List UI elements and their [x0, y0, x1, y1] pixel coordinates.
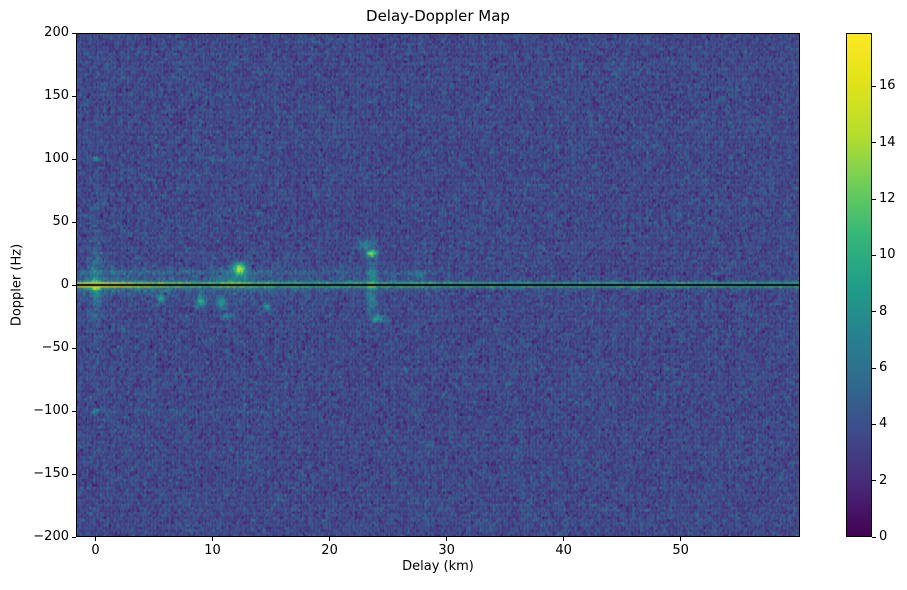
- x-tick-10-label: 10: [204, 543, 221, 558]
- y-tick--50-mark: [72, 347, 76, 349]
- x-axis-label: Delay (km): [402, 559, 474, 574]
- colorbar-tick-6-label: 6: [879, 360, 888, 376]
- x-tick-30-mark: [446, 537, 448, 541]
- colorbar-tick-2-label: 2: [879, 472, 888, 488]
- x-tick-50-mark: [680, 537, 682, 541]
- colorbar-tick-10-label: 10: [879, 247, 896, 263]
- heatmap-plot-area: [76, 33, 800, 537]
- y-tick-200-mark: [72, 32, 76, 34]
- colorbar-tick-0-mark: [872, 536, 876, 538]
- y-tick--100-mark: [72, 410, 76, 412]
- colorbar-tick-4-mark: [872, 423, 876, 425]
- y-tick-0-mark: [72, 284, 76, 286]
- y-tick-200-label: 200: [44, 25, 69, 40]
- y-tick--200-label: −200: [33, 529, 69, 544]
- x-tick-30-label: 30: [438, 543, 455, 558]
- x-tick-40-label: 40: [555, 543, 572, 558]
- colorbar-tick-6-mark: [872, 367, 876, 369]
- y-tick-100-mark: [72, 158, 76, 160]
- y-tick-50-mark: [72, 221, 76, 223]
- y-tick--150-label: −150: [33, 466, 69, 481]
- y-tick-100-label: 100: [44, 151, 69, 166]
- y-tick--50-label: −50: [41, 340, 69, 355]
- y-tick-0-label: 0: [60, 277, 69, 292]
- y-tick--100-label: −100: [33, 403, 69, 418]
- colorbar-tick-16-mark: [872, 85, 876, 87]
- x-tick-40-mark: [563, 537, 565, 541]
- colorbar-tick-12-label: 12: [879, 191, 896, 207]
- colorbar-tick-0-label: 0: [879, 529, 888, 544]
- colorbar-tick-14-mark: [872, 142, 876, 144]
- colorbar-tick-4-label: 4: [879, 416, 888, 432]
- colorbar-tick-10-mark: [872, 254, 876, 256]
- y-tick-150-label: 150: [44, 88, 69, 103]
- x-tick-10-mark: [212, 537, 214, 541]
- colorbar-tick-14-label: 14: [879, 134, 896, 150]
- colorbar-tick-16-label: 16: [879, 78, 896, 94]
- x-tick-0-mark: [95, 537, 97, 541]
- colorbar-tick-8-label: 8: [879, 303, 888, 319]
- x-tick-0-label: 0: [91, 543, 100, 558]
- colorbar-tick-2-mark: [872, 480, 876, 482]
- x-tick-50-label: 50: [672, 543, 689, 558]
- y-tick-150-mark: [72, 95, 76, 97]
- colorbar-tick-12-mark: [872, 198, 876, 200]
- colorbar: [846, 33, 872, 537]
- x-tick-20-mark: [329, 537, 331, 541]
- y-tick-50-label: 50: [52, 214, 69, 229]
- colorbar-tick-8-mark: [872, 311, 876, 313]
- y-tick--150-mark: [72, 473, 76, 475]
- y-tick--200-mark: [72, 536, 76, 538]
- chart-title: Delay-Doppler Map: [366, 7, 510, 25]
- x-tick-20-label: 20: [321, 543, 338, 558]
